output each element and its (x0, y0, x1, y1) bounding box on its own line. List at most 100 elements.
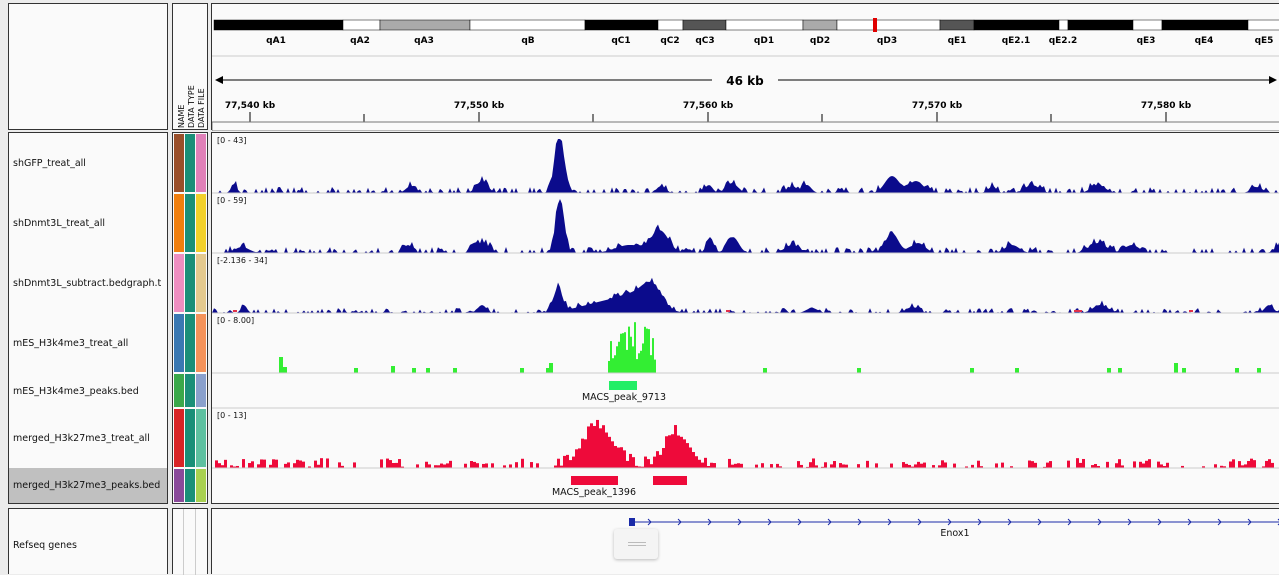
coverage-shgfp[interactable] (212, 139, 1279, 194)
cytoband-label: qA3 (414, 36, 434, 46)
attribute-swatch[interactable] (174, 469, 184, 502)
coverage-subtract[interactable] (212, 277, 1279, 314)
feature-attribute-panel (172, 508, 208, 575)
track-name-h3k4me3-treat[interactable]: mES_H3k4me3_treat_all (9, 313, 167, 373)
track-attribute-panel[interactable] (172, 132, 208, 504)
cytoband-qE3[interactable] (1067, 19, 1134, 31)
cytoband-label: qA2 (350, 36, 370, 46)
header-ruler-panel[interactable]: qA1 qA2 qA3 qB qC1 qC2 qC3 qD1 qD2 qD3 qE1 qE2.1 qE2… (211, 3, 1279, 131)
attribute-swatch[interactable] (196, 314, 206, 372)
cytoband-qA1[interactable] (213, 19, 344, 31)
coverage-h3k27me3[interactable] (212, 419, 1279, 469)
attribute-swatch[interactable] (174, 409, 184, 467)
header-name-panel (8, 3, 168, 130)
cytoband-label: qD1 (754, 36, 774, 46)
cytoband-qA3[interactable] (379, 19, 471, 31)
span-indicator: 46 kb (215, 74, 1277, 88)
track-name-h3k4me3-peaks[interactable]: mES_H3k4me3_peaks.bed (9, 373, 167, 408)
track-name-shdnmt3l[interactable]: shDnmt3L_treat_all (9, 193, 167, 253)
refseq-gene-track[interactable]: Enox1 (212, 509, 1279, 575)
attribute-swatch[interactable] (174, 254, 184, 312)
ideogram-and-ruler[interactable]: qA1 qA2 qA3 qB qC1 qC2 qC3 qD1 qD2 qD3 qE1 qE2.1 qE2… (212, 4, 1279, 131)
cytoband-qD1[interactable] (725, 19, 804, 31)
cytoband-label: qC1 (611, 36, 630, 46)
track-label: merged_H3k27me3_peaks.bed (13, 480, 161, 491)
strand-chevron-icon (1007, 518, 1012, 526)
strand-chevron-icon (797, 518, 802, 526)
cytoband-qC3[interactable] (682, 19, 727, 31)
cytoband-qE2.1[interactable] (973, 19, 1060, 31)
attribute-swatch[interactable] (196, 409, 206, 467)
strand-chevron-icon (1037, 518, 1042, 526)
ruler-tick-label: 77,540 kb (225, 101, 276, 111)
strand-chevron-icon (1247, 518, 1252, 526)
attr-header-data-file[interactable]: DATA FILE (197, 88, 206, 128)
attribute-swatch[interactable] (185, 194, 195, 252)
peak-feature[interactable]: MACS_peak_9713 (582, 381, 666, 403)
gene-name-enox1[interactable]: Enox1 (940, 528, 969, 539)
cytoband-qD3[interactable] (836, 19, 941, 31)
attribute-swatch[interactable] (185, 469, 195, 502)
cytoband-qE4[interactable] (1161, 19, 1249, 31)
peak-label: MACS_peak_1396 (552, 487, 636, 498)
attribute-swatch[interactable] (185, 134, 195, 192)
peak-label: MACS_peak_9713 (582, 392, 666, 403)
attribute-swatch[interactable] (174, 134, 184, 192)
attribute-swatch[interactable] (185, 314, 195, 372)
current-region-marker[interactable] (873, 18, 877, 32)
gene-exon[interactable] (629, 518, 635, 526)
peak-feature[interactable]: MACS_peak_1396 (552, 476, 687, 498)
cytoband-qC2[interactable] (657, 19, 684, 31)
refseq-genes-label: Refseq genes (13, 540, 77, 551)
data-tracks[interactable]: [0 - 43] [0 - 59] [-2.136 - 34] [0 - 8.00] M… (212, 133, 1279, 503)
track-label: shGFP_treat_all (13, 158, 86, 169)
attribute-swatch[interactable] (196, 134, 206, 192)
cytoband-label: qC2 (660, 36, 679, 46)
attribute-swatch[interactable] (196, 254, 206, 312)
feature-name-panel[interactable]: Refseq genes (8, 508, 168, 574)
track-name-shgfp[interactable]: shGFP_treat_all (9, 133, 167, 193)
attribute-swatch[interactable] (174, 314, 184, 372)
attribute-swatch[interactable] (196, 469, 206, 502)
cytoband-label: qC3 (695, 36, 714, 46)
track-name-subtract[interactable]: shDnmt3L_subtract.bedgraph.t (9, 253, 167, 313)
attribute-swatch[interactable] (185, 254, 195, 312)
cytoband-qE1[interactable] (939, 19, 975, 31)
cytoband-qC1[interactable] (584, 19, 659, 31)
strand-chevron-icon (767, 518, 772, 526)
strand-chevron-icon (947, 518, 952, 526)
ruler-tick-label: 77,570 kb (912, 101, 963, 111)
track-label: mES_H3k4me3_peaks.bed (13, 386, 139, 397)
attribute-swatch[interactable] (185, 409, 195, 467)
cytoband-qD2[interactable] (802, 19, 838, 31)
cytoband-qE5[interactable] (1247, 19, 1279, 31)
track-data-panel[interactable]: [0 - 43] [0 - 59] [-2.136 - 34] [0 - 8.00] M… (211, 132, 1279, 504)
strand-chevron-icon (1187, 518, 1192, 526)
cytoband-qE3b[interactable] (1132, 19, 1163, 31)
drag-handle[interactable] (614, 529, 658, 559)
track-name-panel[interactable]: shGFP_treat_all shDnmt3L_treat_all shDnm… (8, 132, 168, 504)
strand-chevron-icon (737, 518, 742, 526)
track-name-h3k27me3-peaks[interactable]: merged_H3k27me3_peaks.bed (9, 468, 167, 503)
data-range-label: [0 - 13] (217, 411, 246, 420)
cytoband-qA2[interactable] (342, 19, 381, 31)
attr-header-name[interactable]: NAME (177, 104, 186, 128)
strand-chevron-icon (1067, 518, 1072, 526)
data-range-label: [0 - 43] (217, 136, 246, 145)
feature-data-panel[interactable]: Enox1 (211, 508, 1279, 574)
cytoband-label: qE4 (1195, 36, 1214, 46)
strand-chevron-icon (1157, 518, 1162, 526)
attribute-swatch[interactable] (196, 374, 206, 407)
attribute-swatch[interactable] (196, 194, 206, 252)
track-name-h3k27me3-treat[interactable]: merged_H3k27me3_treat_all (9, 408, 167, 468)
attribute-swatch[interactable] (174, 194, 184, 252)
attr-header-data-type[interactable]: DATA TYPE (187, 85, 196, 128)
cytoband-qB[interactable] (469, 19, 586, 31)
coverage-shdnmt3l[interactable] (212, 199, 1279, 254)
attribute-swatch[interactable] (174, 374, 184, 407)
span-label: 46 kb (726, 74, 764, 88)
attribute-swatch[interactable] (185, 374, 195, 407)
coverage-h3k4me3[interactable] (212, 322, 1279, 374)
cytoband-qE2.2[interactable] (1058, 19, 1069, 31)
header-attribute-panel: NAME DATA TYPE DATA FILE (172, 3, 208, 130)
